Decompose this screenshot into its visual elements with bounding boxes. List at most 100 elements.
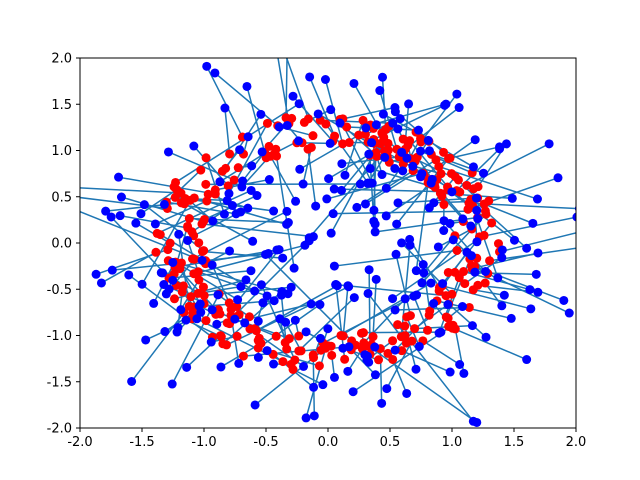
red-point: [423, 325, 433, 335]
blue-point: [329, 184, 339, 194]
connector-line: [392, 359, 408, 394]
red-points-series: [151, 113, 505, 375]
red-point: [201, 153, 211, 163]
blue-point: [605, 220, 614, 229]
red-point: [199, 246, 209, 256]
connector-line: [386, 340, 413, 389]
blue-point: [522, 243, 532, 253]
red-point: [479, 230, 489, 240]
connector-line: [484, 282, 503, 307]
blue-point: [213, 290, 223, 300]
blue-point: [264, 175, 274, 185]
connector-line: [308, 76, 336, 137]
blue-point: [328, 209, 338, 219]
red-point: [443, 313, 453, 323]
x-tick-label: -0.5: [253, 435, 278, 450]
blue-point: [269, 296, 279, 306]
blue-point: [301, 413, 311, 423]
blue-point: [497, 253, 507, 263]
blue-point: [405, 234, 415, 244]
blue-point: [419, 268, 429, 278]
red-point: [327, 350, 337, 360]
blue-point: [250, 286, 260, 296]
blue-point: [395, 114, 405, 124]
connector-line: [368, 345, 478, 424]
red-point: [330, 131, 340, 141]
red-point: [184, 214, 194, 224]
blue-point: [106, 212, 116, 222]
red-point: [290, 355, 300, 365]
connector-line: [484, 203, 534, 225]
red-point: [400, 321, 410, 331]
blue-point: [418, 260, 428, 270]
connector-line: [305, 348, 327, 419]
blue-point: [182, 362, 192, 372]
blue-point: [290, 315, 300, 325]
red-point: [216, 331, 226, 341]
red-point: [186, 292, 196, 302]
blue-point: [467, 321, 477, 331]
blue-point: [257, 147, 267, 157]
red-point: [371, 150, 381, 160]
blue-point: [210, 68, 220, 78]
blue-point: [325, 138, 335, 148]
blue-point: [424, 146, 434, 156]
connector-line: [454, 271, 537, 276]
blue-point: [381, 183, 391, 193]
red-point: [203, 189, 213, 199]
blue-point: [349, 293, 359, 303]
blue-point: [402, 388, 412, 398]
red-point: [163, 245, 173, 255]
blue-point: [388, 118, 398, 128]
red-point: [262, 118, 272, 128]
red-point: [198, 282, 208, 292]
red-point: [183, 221, 193, 231]
red-point: [356, 328, 366, 338]
blue-point: [225, 246, 235, 256]
blue-point: [531, 269, 541, 279]
red-point: [463, 204, 473, 214]
blue-point: [335, 118, 345, 128]
blue-point: [137, 279, 147, 289]
connector-line: [479, 216, 576, 238]
blue-point: [507, 193, 517, 203]
blue-point: [506, 313, 516, 323]
blue-point: [299, 361, 309, 371]
blue-point: [377, 170, 387, 180]
blue-point: [215, 177, 225, 187]
connector-line: [499, 232, 576, 253]
red-point: [435, 188, 445, 198]
blue-point: [167, 379, 177, 389]
connector-line: [302, 147, 313, 185]
red-point: [264, 141, 274, 151]
blue-point: [181, 315, 191, 325]
x-tick-label: 1.5: [504, 435, 525, 450]
blue-point: [281, 317, 291, 327]
red-point: [197, 219, 207, 229]
blue-point: [447, 187, 457, 197]
blue-point: [417, 169, 427, 179]
connector-line: [422, 340, 461, 366]
x-tick-label: -1.0: [191, 435, 216, 450]
connector-line: [80, 196, 168, 210]
blue-point: [378, 72, 388, 82]
red-point: [321, 119, 331, 129]
red-point: [218, 339, 228, 349]
blue-point: [416, 146, 426, 156]
blue-point: [262, 346, 272, 356]
blue-point: [390, 305, 400, 315]
blue-point: [462, 247, 472, 257]
blue-point: [370, 342, 380, 352]
blue-point: [344, 282, 354, 292]
red-point: [393, 320, 403, 330]
red-point: [278, 357, 288, 367]
blue-point: [163, 147, 173, 157]
blue-point: [326, 105, 336, 115]
blue-point: [452, 89, 462, 99]
red-point: [354, 130, 364, 140]
blue-point: [544, 139, 554, 149]
blue-point: [272, 26, 281, 35]
connector-line: [140, 189, 178, 215]
blue-point: [149, 298, 159, 308]
blue-point: [559, 295, 569, 305]
